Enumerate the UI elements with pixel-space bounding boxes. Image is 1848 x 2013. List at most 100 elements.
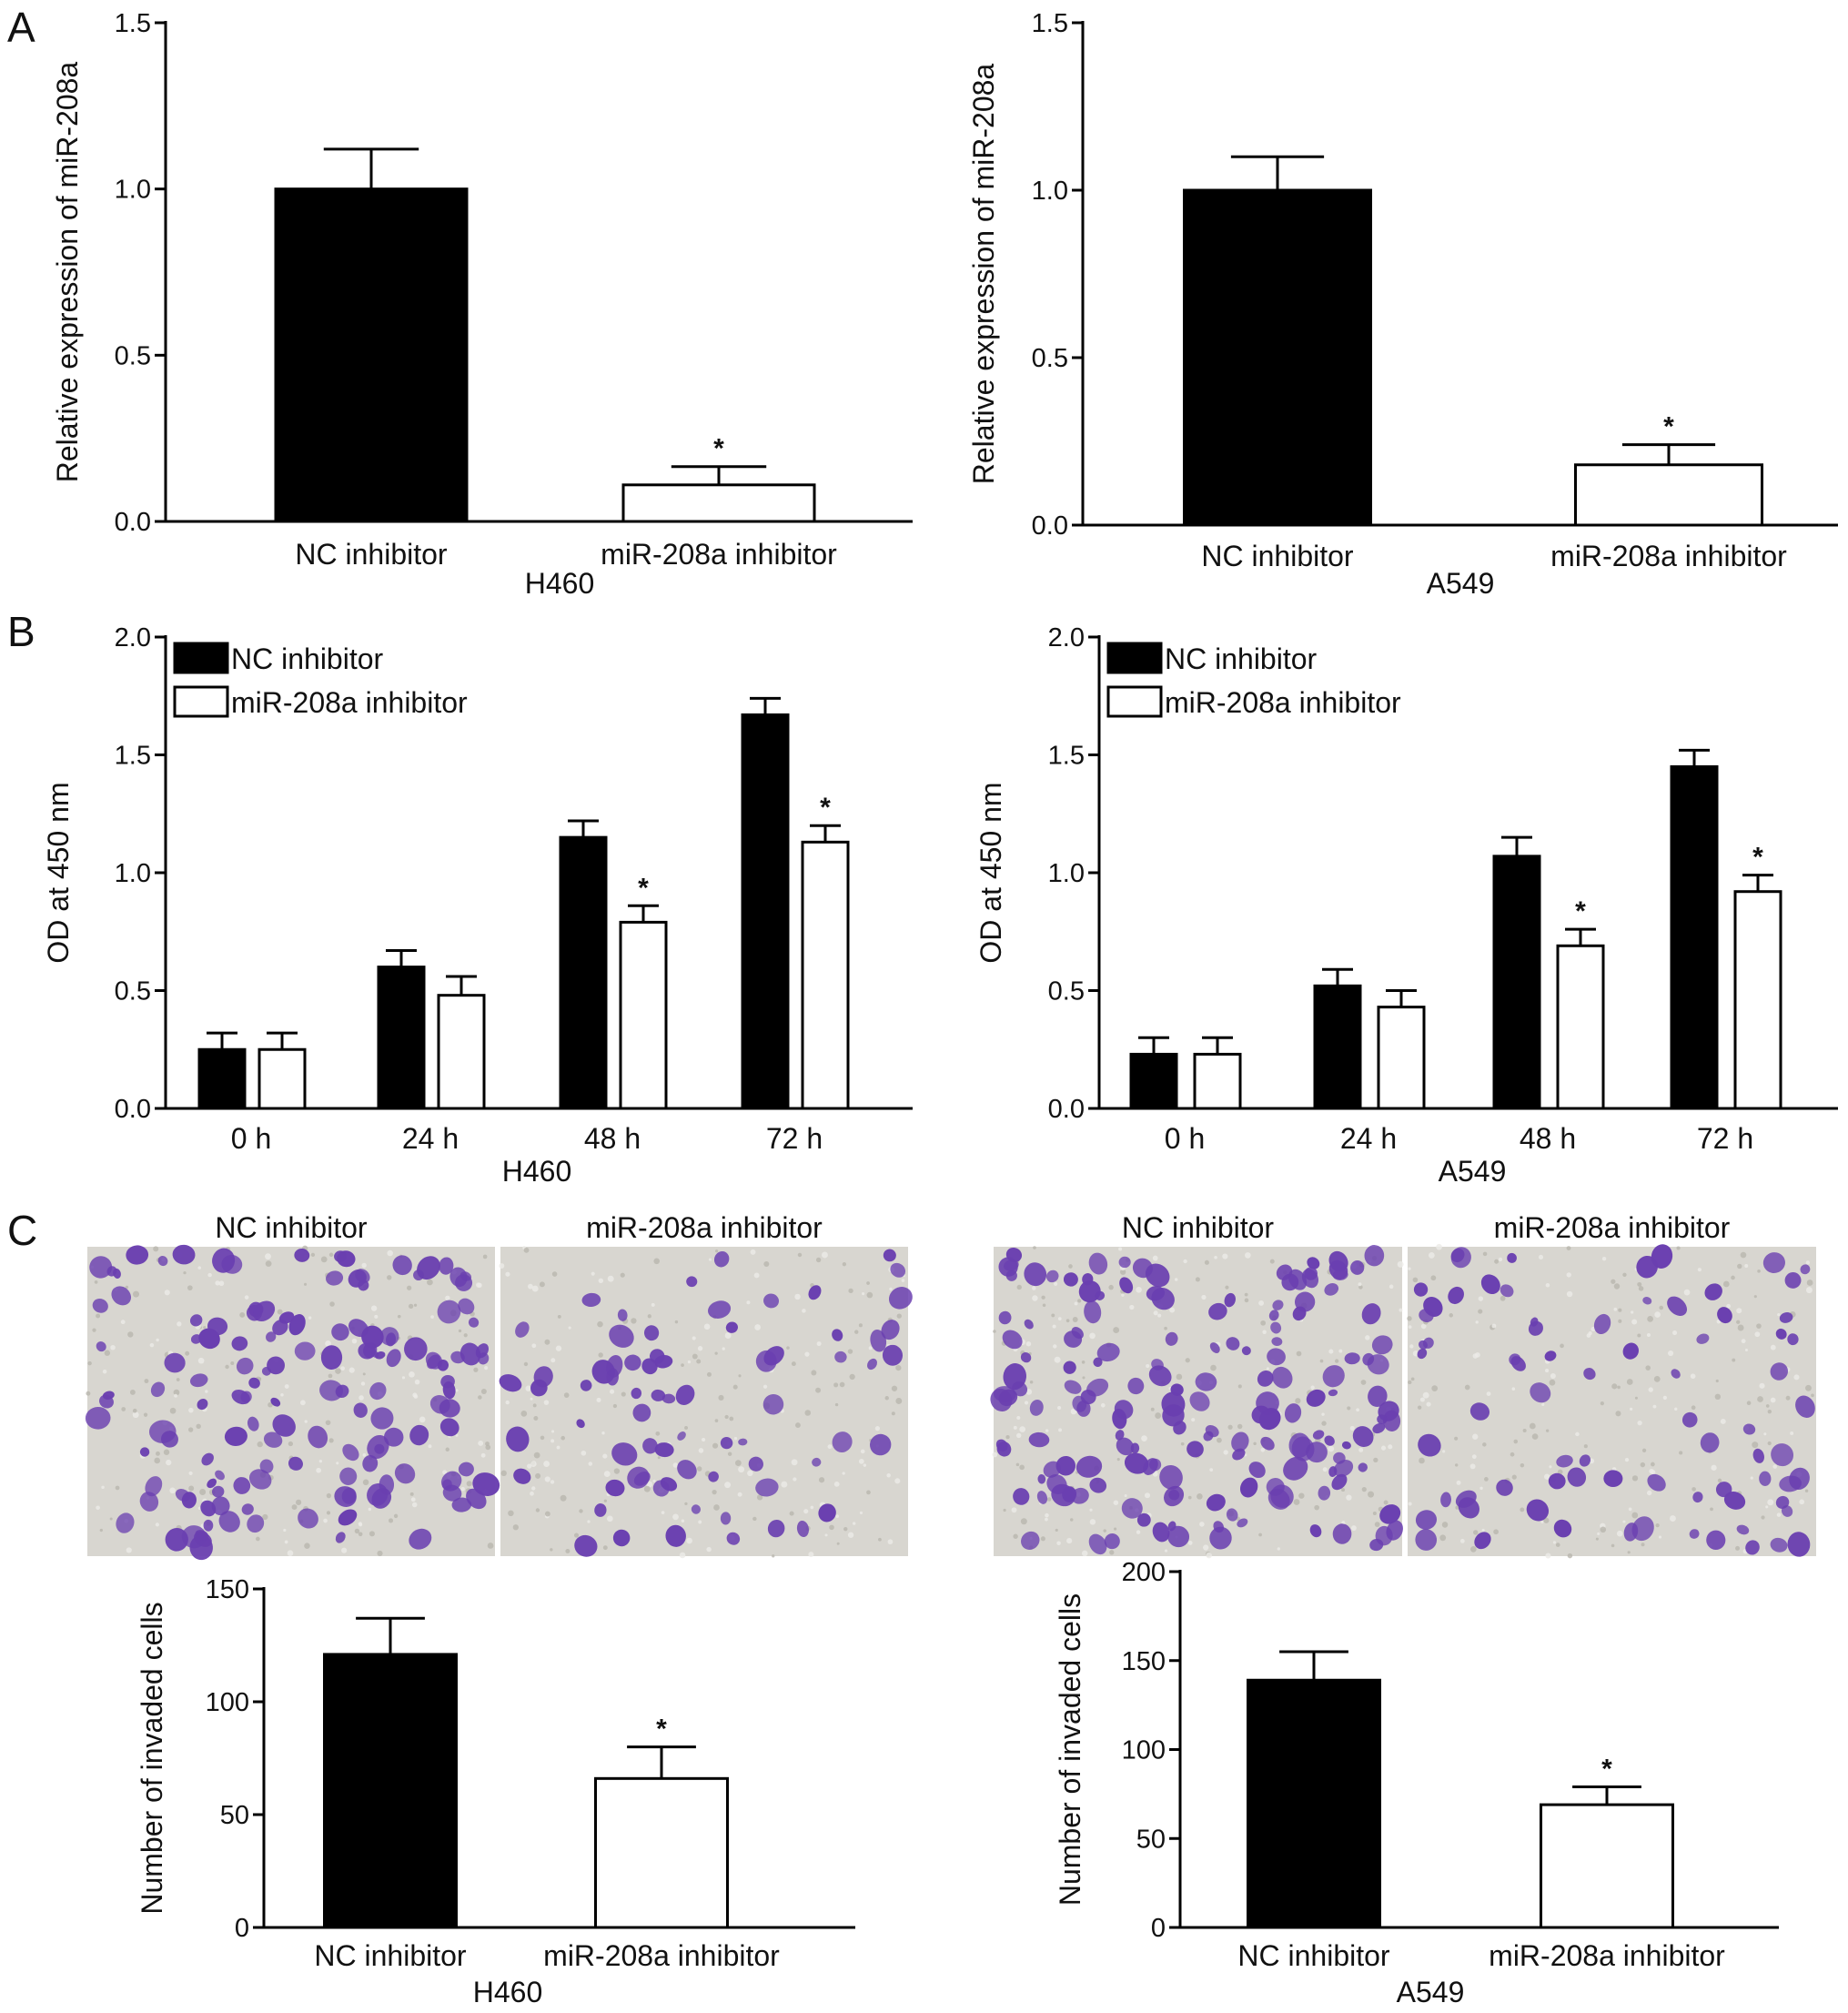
background-speckle	[672, 1513, 679, 1521]
background-speckle	[724, 1414, 729, 1420]
stained-cell	[221, 1254, 243, 1274]
background-speckle	[460, 1487, 465, 1492]
background-speckle	[1740, 1251, 1747, 1259]
background-speckle	[712, 1442, 719, 1449]
background-speckle	[750, 1249, 756, 1255]
stained-cell	[1636, 1255, 1658, 1279]
background-speckle	[1157, 1313, 1162, 1318]
background-speckle	[1180, 1441, 1185, 1446]
stained-cell	[1689, 1529, 1700, 1539]
stained-cell	[1165, 1331, 1178, 1346]
background-speckle	[427, 1279, 433, 1286]
stained-cell	[1046, 1473, 1067, 1494]
background-speckle	[156, 1338, 159, 1342]
bar-mir208a-inhibitor	[1574, 463, 1763, 527]
background-speckle	[505, 1271, 510, 1277]
background-speckle	[1616, 1530, 1623, 1537]
background-speckle	[852, 1522, 856, 1525]
significance-marker: *	[1575, 896, 1586, 926]
background-speckle	[1531, 1433, 1539, 1440]
stained-cell	[1121, 1498, 1143, 1519]
y-axis-label: OD at 450 nm	[974, 782, 1007, 963]
background-speckle	[891, 1411, 895, 1416]
background-speckle	[602, 1453, 608, 1459]
background-speckle	[109, 1517, 113, 1521]
background-speckle	[126, 1547, 132, 1553]
background-speckle	[715, 1249, 719, 1253]
stained-cell	[451, 1497, 472, 1512]
stained-cell	[1642, 1297, 1652, 1305]
stained-cell	[708, 1471, 719, 1482]
background-speckle	[1493, 1529, 1499, 1535]
background-speckle	[1042, 1303, 1046, 1308]
stained-cell	[362, 1454, 379, 1472]
background-speckle	[1717, 1478, 1722, 1483]
stained-cell	[1271, 1337, 1283, 1347]
stained-cell	[1382, 1410, 1401, 1432]
background-speckle	[733, 1437, 738, 1441]
background-speckle	[203, 1326, 207, 1330]
x-tick-label: 24 h	[1340, 1122, 1397, 1155]
stained-cell	[677, 1460, 697, 1480]
background-speckle	[1195, 1277, 1200, 1282]
stained-cell	[1671, 1369, 1681, 1379]
stained-cell	[1304, 1267, 1318, 1280]
background-speckle	[1631, 1512, 1639, 1519]
background-speckle	[328, 1438, 334, 1443]
background-speckle	[1770, 1397, 1776, 1403]
background-speckle	[1164, 1326, 1167, 1330]
stained-cell	[437, 1300, 461, 1324]
background-speckle	[1152, 1471, 1158, 1477]
background-speckle	[1319, 1359, 1324, 1363]
background-speckle	[587, 1520, 591, 1523]
background-speckle	[1793, 1374, 1800, 1381]
stained-cell	[707, 1300, 732, 1319]
background-speckle	[1455, 1505, 1459, 1510]
background-speckle	[326, 1492, 332, 1499]
stained-cell	[998, 1257, 1018, 1277]
background-speckle	[557, 1314, 561, 1319]
background-speckle	[369, 1531, 375, 1537]
stained-cell	[1167, 1525, 1190, 1548]
stained-cell	[1267, 1348, 1286, 1366]
stained-cell	[413, 1270, 424, 1281]
stained-cell	[211, 1496, 230, 1516]
stained-cell	[1364, 1245, 1385, 1267]
background-speckle	[1806, 1280, 1813, 1286]
background-speckle	[445, 1295, 450, 1301]
background-speckle	[878, 1537, 882, 1542]
background-speckle	[1759, 1382, 1765, 1389]
x-tick-label: NC inhibitor	[1201, 540, 1354, 572]
background-speckle	[1334, 1359, 1339, 1363]
stained-cell	[726, 1532, 741, 1545]
background-speckle	[1722, 1280, 1730, 1288]
background-speckle	[550, 1358, 556, 1363]
x-tick-label: NC inhibitor	[314, 1939, 467, 1972]
background-speckle	[1475, 1320, 1479, 1324]
stained-cell	[1548, 1472, 1566, 1490]
stained-cell	[1377, 1414, 1388, 1425]
background-speckle	[1019, 1426, 1025, 1432]
background-speckle	[829, 1524, 834, 1531]
background-speckle	[722, 1347, 725, 1350]
stained-cell	[248, 1377, 260, 1389]
background-speckle	[94, 1280, 98, 1284]
background-speckle	[463, 1333, 468, 1338]
stained-cell	[1309, 1524, 1322, 1538]
stained-cell	[1189, 1391, 1210, 1411]
background-speckle	[120, 1320, 126, 1325]
background-speckle	[358, 1532, 363, 1537]
background-speckle	[1711, 1464, 1717, 1471]
stained-cell	[996, 1441, 1012, 1457]
background-speckle	[1065, 1319, 1070, 1323]
background-speckle	[1511, 1474, 1517, 1480]
stained-cell	[111, 1286, 132, 1306]
background-speckle	[1624, 1458, 1630, 1462]
bar-mir208a-inhibitor	[1556, 944, 1605, 1110]
background-speckle	[1314, 1504, 1319, 1511]
background-speckle	[816, 1341, 822, 1347]
background-speckle	[1555, 1543, 1560, 1547]
background-speckle	[428, 1444, 432, 1449]
background-speckle	[1310, 1385, 1315, 1390]
stained-cell	[1270, 1321, 1282, 1334]
